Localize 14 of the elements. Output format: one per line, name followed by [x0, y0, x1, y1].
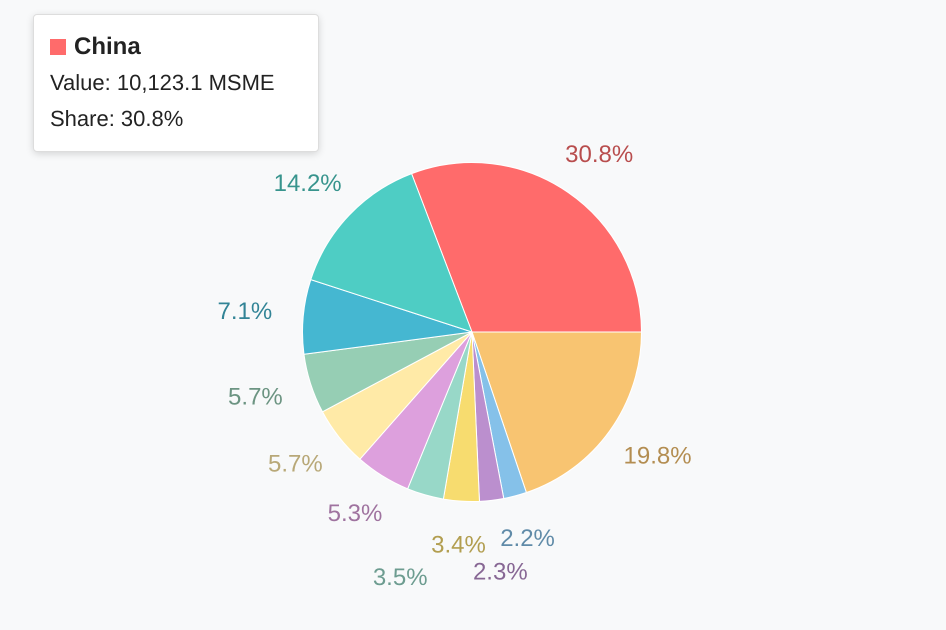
data-label: 5.7% [268, 450, 323, 478]
data-label: 30.8% [565, 140, 634, 168]
text: Value: 10,123.1 MSME [50, 69, 276, 97]
data-label: 7.1% [217, 298, 272, 326]
data-label: 5.7% [228, 383, 283, 410]
data-label: 19.8% [624, 442, 692, 470]
data-label: 2.3% [472, 558, 528, 586]
data-label: 3.5% [372, 564, 428, 592]
text: Share: 30.8% [50, 105, 184, 133]
data-label: 14.2% [274, 170, 342, 197]
data-label: 2.2% [500, 525, 555, 552]
data-label: 5.3% [328, 500, 382, 527]
legend-label: China [74, 33, 141, 60]
data-label: 3.4% [431, 532, 486, 559]
